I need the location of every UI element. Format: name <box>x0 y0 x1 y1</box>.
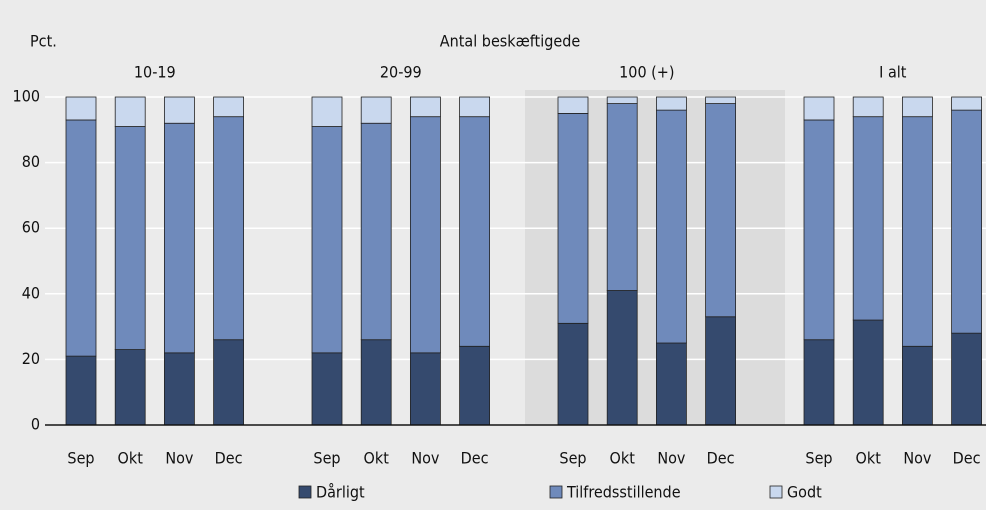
bar-segment <box>459 345 491 426</box>
legend-swatch <box>298 485 312 499</box>
bar-segment <box>852 96 884 118</box>
y-tick-label: 0 <box>31 415 40 434</box>
bar-segment <box>705 96 736 104</box>
legend-label: Godt <box>787 483 822 502</box>
y-tick-label: 100 <box>13 87 40 106</box>
x-tick-label: Okt <box>118 449 144 468</box>
bar-segment <box>557 113 589 324</box>
legend-label: Dårligt <box>316 483 365 502</box>
group-label: 20-99 <box>380 63 422 82</box>
x-tick-label: Dec <box>953 449 981 468</box>
bar-segment <box>951 332 982 426</box>
bar-segment <box>902 96 933 118</box>
bar-segment <box>409 352 441 426</box>
x-tick-label: Sep <box>805 449 832 468</box>
group-label: I alt <box>879 63 907 82</box>
bar-segment <box>459 96 491 118</box>
bar-segment <box>65 96 97 121</box>
x-tick-label: Sep <box>559 449 586 468</box>
bar-segment <box>360 96 392 124</box>
bar-segment <box>852 116 884 321</box>
bar-segment <box>656 96 687 111</box>
bar-segment <box>360 339 392 426</box>
legend-label: Tilfredsstillende <box>566 483 681 502</box>
bar-segment <box>902 345 933 426</box>
bar-segment <box>803 339 835 426</box>
chart-title: Antal beskæftigede <box>440 32 581 51</box>
y-tick-label: 40 <box>22 283 40 302</box>
bar-segment <box>65 355 97 426</box>
x-tick-label: Okt <box>364 449 390 468</box>
x-tick-label: Okt <box>610 449 636 468</box>
x-tick-label: Nov <box>411 449 440 468</box>
x-tick-label: Dec <box>461 449 489 468</box>
group-label: 10-19 <box>134 63 176 82</box>
bar-segment <box>803 96 835 121</box>
bar-segment <box>213 339 245 426</box>
bar-segment <box>803 119 835 341</box>
x-tick-label: Sep <box>67 449 94 468</box>
bar-segment <box>311 352 343 426</box>
bar-segment <box>163 352 195 426</box>
bar-segment <box>459 116 491 347</box>
legend-swatch <box>549 485 563 499</box>
bar-segment <box>705 103 736 318</box>
bar-segment <box>705 316 736 426</box>
x-tick-label: Okt <box>856 449 882 468</box>
x-tick-label: Dec <box>215 449 243 468</box>
bar-segment <box>557 96 589 114</box>
bar-segment <box>656 109 687 344</box>
y-tick-label: 80 <box>22 152 40 171</box>
x-tick-label: Nov <box>657 449 686 468</box>
y-tick-label: 20 <box>22 349 40 368</box>
bar-segment <box>557 322 589 426</box>
bar-segment <box>852 319 884 426</box>
x-tick-label: Nov <box>903 449 932 468</box>
bar-segment <box>951 109 982 334</box>
bar-segment <box>114 96 146 127</box>
bar-segment <box>409 116 441 354</box>
y-axis-label: Pct. <box>30 32 57 51</box>
bar-segment <box>409 96 441 118</box>
bar-segment <box>114 349 146 426</box>
bar-segment <box>902 116 933 347</box>
bar-segment <box>606 290 638 426</box>
bar-segment <box>606 96 638 104</box>
bar-segment <box>213 116 245 341</box>
bar-segment <box>656 342 687 426</box>
bar-segment <box>163 122 195 354</box>
bar-segment <box>311 96 343 127</box>
bar-segment <box>163 96 195 124</box>
bar-segment <box>360 122 392 341</box>
bar-segment <box>951 96 982 111</box>
legend-swatch <box>769 485 783 499</box>
x-tick-label: Nov <box>165 449 194 468</box>
group-label: 100 (+) <box>619 63 674 82</box>
bar-segment <box>65 119 97 357</box>
bar-segment <box>311 126 343 354</box>
y-tick-label: 60 <box>22 218 40 237</box>
x-tick-label: Dec <box>707 449 735 468</box>
bar-segment <box>114 126 146 350</box>
x-tick-label: Sep <box>313 449 340 468</box>
bar-segment <box>213 96 245 118</box>
bar-segment <box>606 103 638 291</box>
